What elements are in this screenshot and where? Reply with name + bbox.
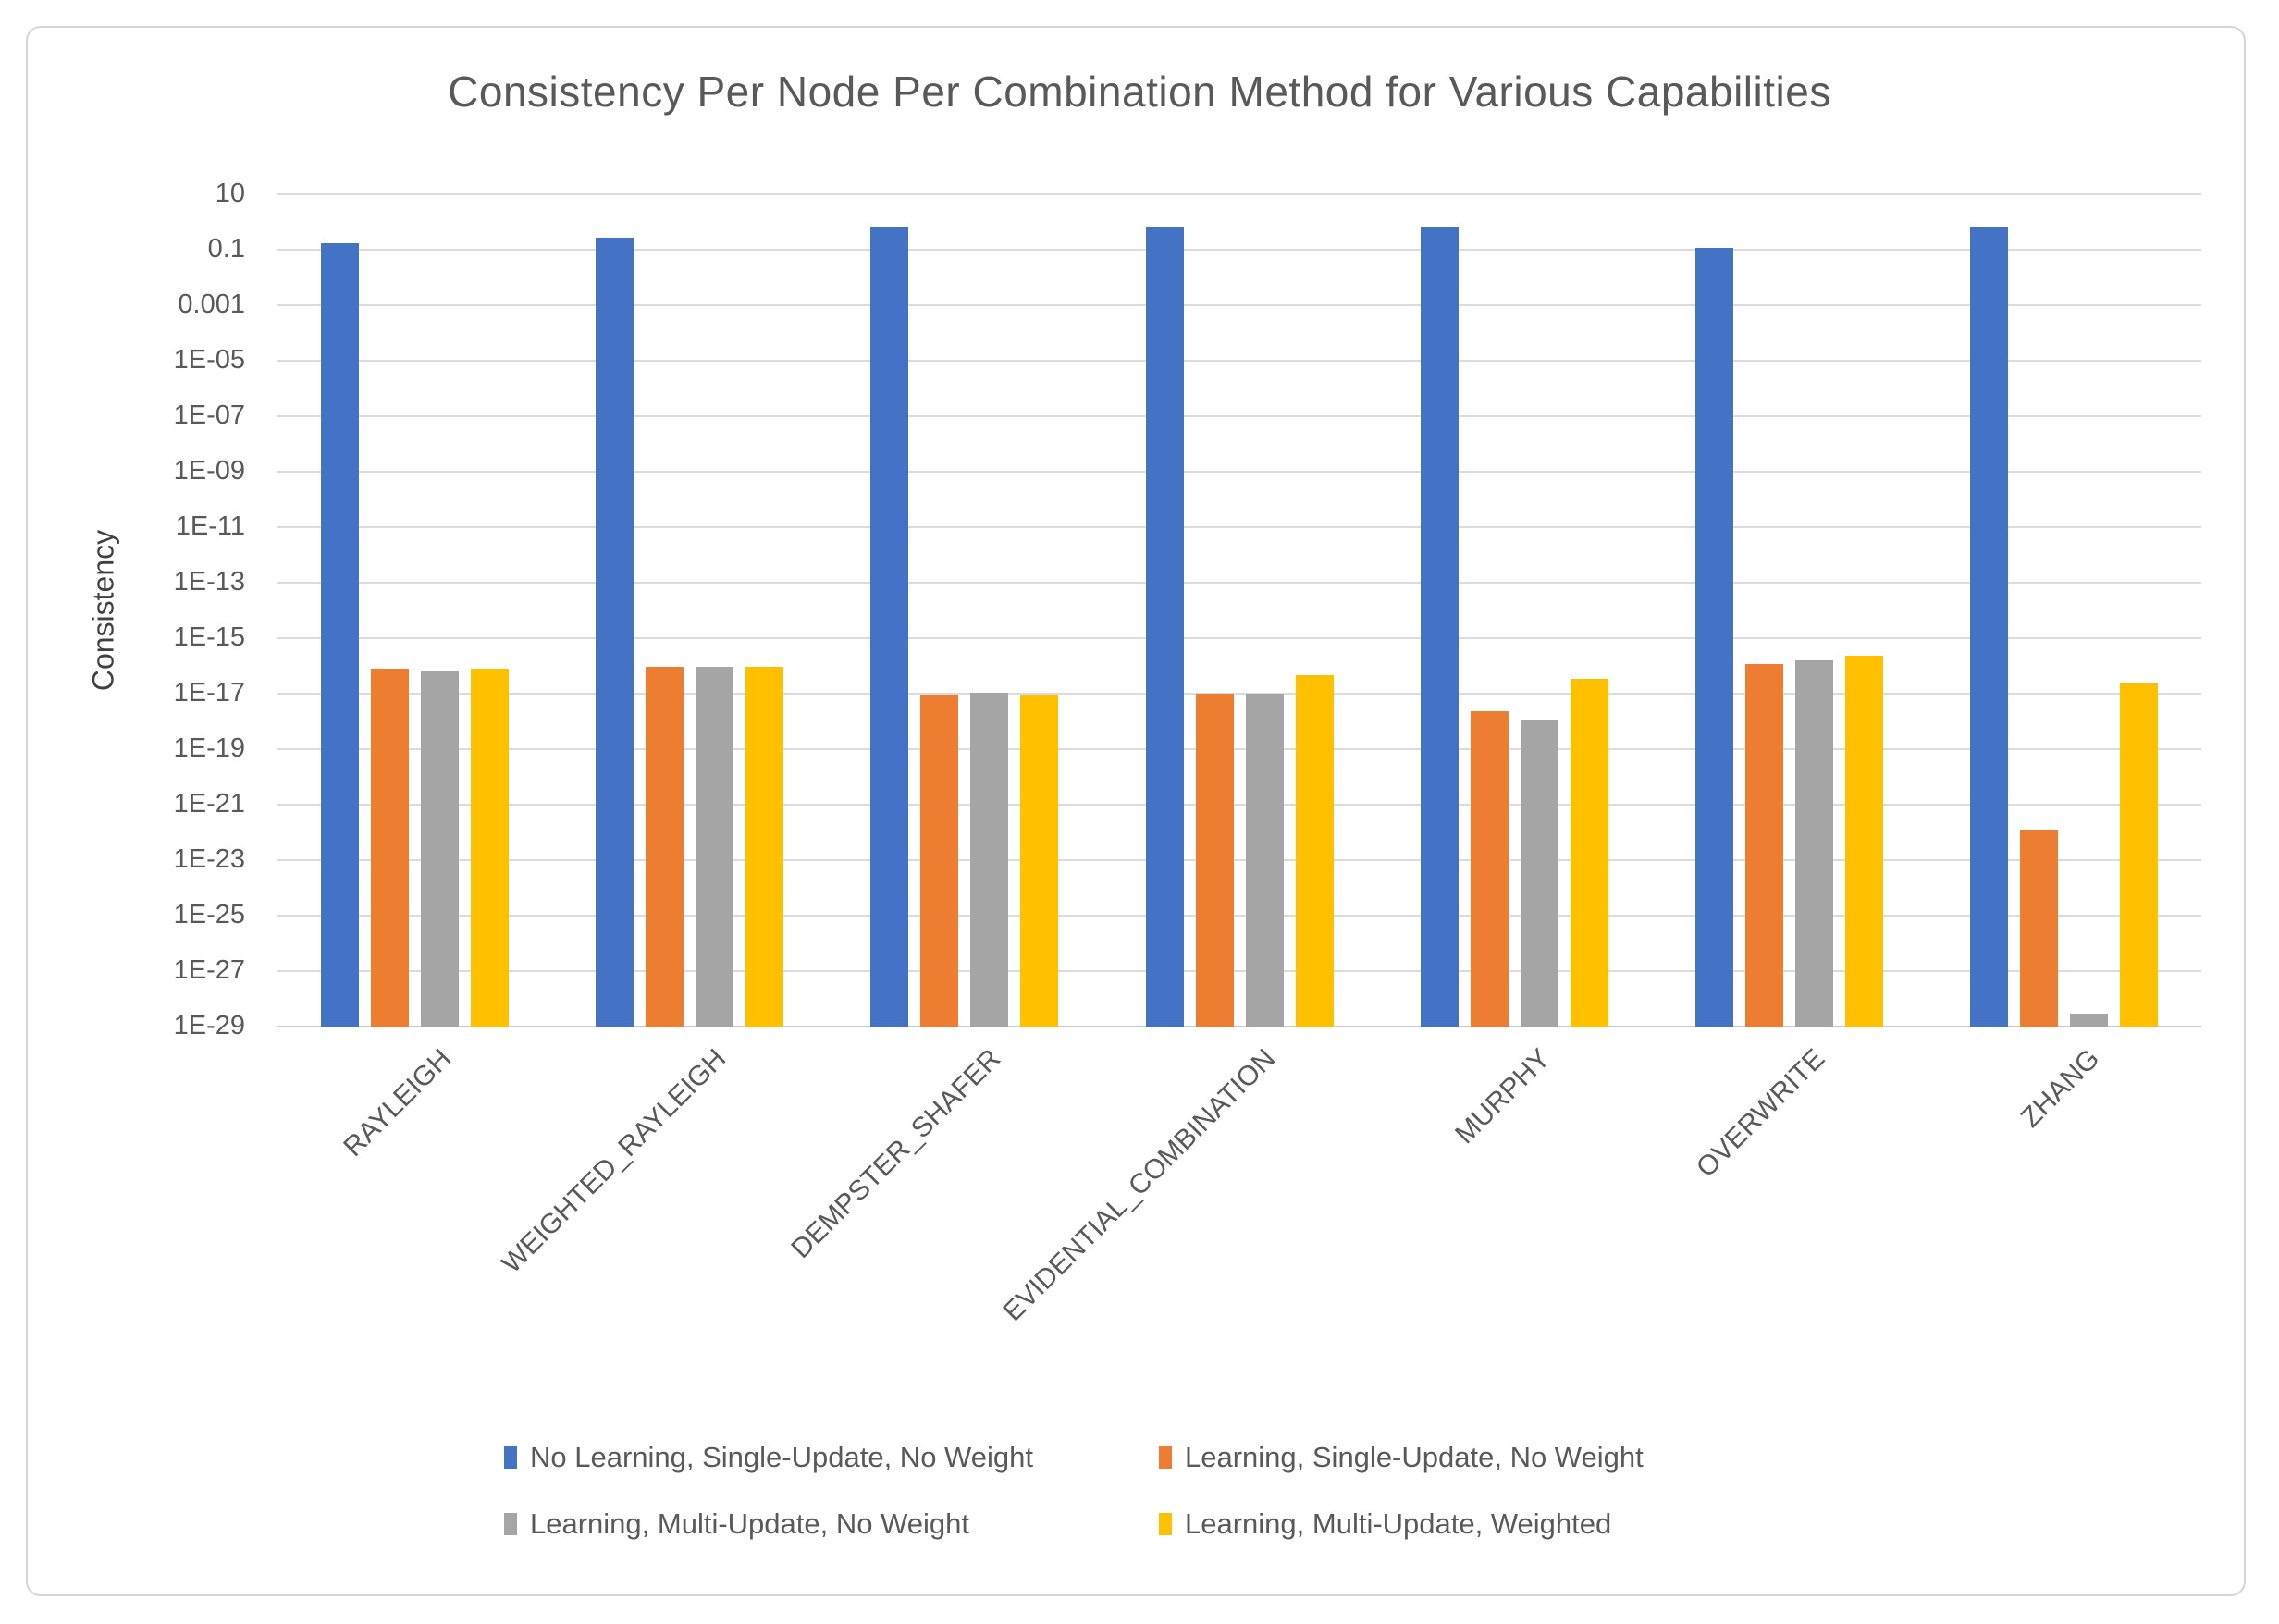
gridline — [277, 415, 2201, 417]
gridline — [277, 193, 2201, 195]
y-axis-tick: 10 — [215, 178, 245, 208]
gridline — [277, 970, 2201, 972]
legend-item-3: Learning, Multi-Update, Weighted — [1159, 1507, 1644, 1541]
legend-label: Learning, Multi-Update, Weighted — [1185, 1507, 1612, 1540]
gridline — [277, 915, 2201, 917]
y-axis-tick: 1E-15 — [173, 622, 245, 652]
legend-swatch-icon — [504, 1446, 517, 1469]
gridline — [277, 526, 2201, 528]
bar-dempster_shafer-s3 — [1020, 695, 1059, 1027]
legend-label: Learning, Multi-Update, No Weight — [530, 1507, 970, 1540]
bar-murphy-s3 — [1570, 678, 1608, 1027]
bar-overwrite-s3 — [1844, 656, 1883, 1027]
y-axis-tick: 0.001 — [178, 289, 245, 319]
bar-weighted_rayleigh-s1 — [646, 667, 684, 1027]
gridline — [277, 1026, 2201, 1027]
bar-evidential_combination-s0 — [1145, 226, 1184, 1027]
y-axis-tick: 1E-25 — [173, 900, 245, 929]
gridline — [277, 582, 2201, 584]
legend-swatch-icon — [1159, 1446, 1172, 1469]
legend-item-2: Learning, Multi-Update, No Weight — [504, 1507, 1159, 1541]
bar-evidential_combination-s1 — [1195, 694, 1234, 1027]
bar-overwrite-s1 — [1744, 663, 1783, 1027]
y-axis-tick: 1E-27 — [173, 955, 245, 985]
bar-zhang-s1 — [2019, 830, 2058, 1027]
bar-weighted_rayleigh-s3 — [745, 667, 784, 1027]
gridline — [277, 471, 2201, 473]
y-axis-title: Consistency — [86, 529, 120, 692]
y-axis-tick: 1E-17 — [173, 678, 245, 707]
gridline — [277, 637, 2201, 639]
bar-zhang-s0 — [1969, 226, 2008, 1027]
bar-dempster_shafer-s2 — [970, 693, 1009, 1027]
bar-rayleigh-s1 — [371, 668, 410, 1027]
gridline — [277, 859, 2201, 861]
bar-evidential_combination-s2 — [1245, 694, 1284, 1027]
legend-swatch-icon — [504, 1513, 517, 1535]
y-axis-tick: 1E-21 — [173, 789, 245, 818]
y-axis-tick: 1E-19 — [173, 733, 245, 763]
gridline — [277, 249, 2201, 251]
y-axis-tick: 1E-05 — [173, 345, 245, 375]
bar-evidential_combination-s3 — [1295, 675, 1334, 1027]
bar-weighted_rayleigh-s2 — [696, 667, 734, 1027]
bar-rayleigh-s0 — [321, 243, 360, 1027]
y-axis-tick: 1E-09 — [173, 456, 245, 486]
gridline — [277, 360, 2201, 362]
y-axis-tick: 1E-13 — [173, 567, 245, 597]
bar-overwrite-s2 — [1794, 659, 1833, 1027]
legend-label: No Learning, Single-Update, No Weight — [530, 1441, 1033, 1473]
legend-swatch-icon — [1159, 1513, 1172, 1535]
bar-dempster_shafer-s1 — [920, 695, 959, 1027]
gridline — [277, 804, 2201, 806]
legend-item-0: No Learning, Single-Update, No Weight — [504, 1441, 1159, 1474]
y-axis-tick: 0.1 — [207, 234, 245, 264]
plot-area — [277, 193, 2201, 1027]
bar-weighted_rayleigh-s0 — [596, 237, 634, 1027]
legend: No Learning, Single-Update, No Weight Lea… — [504, 1441, 1644, 1541]
bar-zhang-s3 — [2119, 682, 2158, 1027]
bar-overwrite-s0 — [1694, 247, 1733, 1027]
bar-murphy-s0 — [1420, 226, 1459, 1027]
bar-zhang-s2 — [2069, 1013, 2108, 1027]
legend-item-1: Learning, Single-Update, No Weight — [1159, 1441, 1644, 1474]
bar-rayleigh-s2 — [421, 670, 460, 1027]
gridline — [277, 693, 2201, 695]
bar-murphy-s1 — [1470, 711, 1509, 1027]
bar-murphy-s2 — [1520, 719, 1558, 1027]
y-axis-tick: 1E-11 — [175, 511, 245, 541]
gridline — [277, 304, 2201, 306]
legend-label: Learning, Single-Update, No Weight — [1185, 1441, 1644, 1473]
chart-title: Consistency Per Node Per Combination Met… — [448, 68, 1831, 116]
y-axis-tick: 1E-07 — [173, 400, 245, 430]
bar-dempster_shafer-s0 — [870, 226, 909, 1027]
y-axis-tick: 1E-29 — [173, 1011, 245, 1040]
gridline — [277, 748, 2201, 750]
y-axis-tick: 1E-23 — [173, 844, 245, 874]
bar-rayleigh-s3 — [471, 668, 510, 1027]
